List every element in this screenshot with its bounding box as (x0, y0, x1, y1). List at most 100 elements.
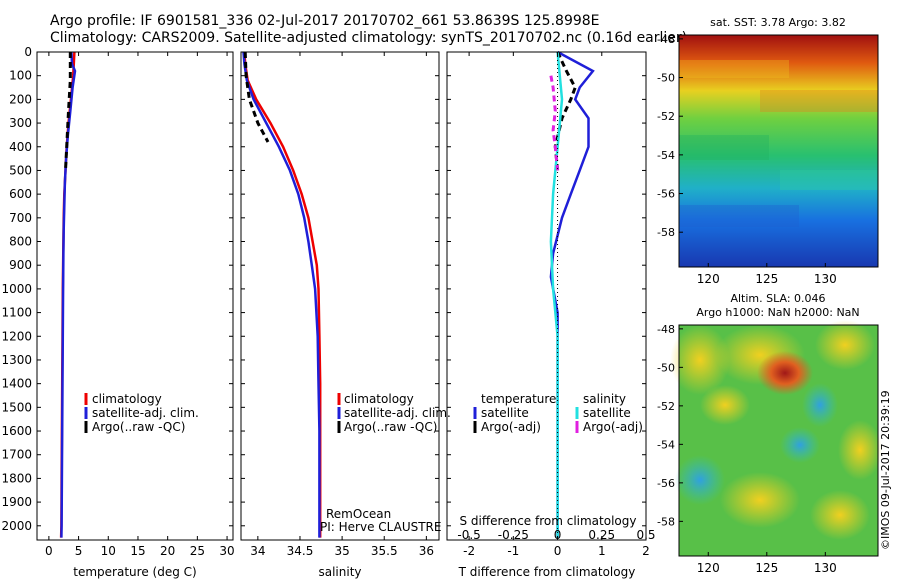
sst-lat-ticks: -48 -50 -52 -54 -56 -58 (657, 33, 683, 239)
sst-texture-band (679, 205, 799, 227)
y-tick-label: 1900 (1, 495, 32, 509)
sla-feature (838, 420, 882, 480)
lat-tick-label: -54 (657, 149, 675, 162)
temperature-x-label: temperature (deg C) (73, 565, 196, 579)
lat-tick-label: -48 (657, 33, 675, 46)
s-diff-tick-label: -0.25 (498, 528, 529, 542)
legend-header-temperature: temperature (481, 392, 556, 406)
y-tick-label: 1400 (1, 377, 32, 391)
series-line-satellite-adj-clim- (60, 51, 77, 538)
lat-tick-label: -56 (657, 477, 675, 490)
lat-tick-label: -58 (657, 515, 675, 528)
series-line-salinity-satellite (549, 51, 564, 538)
lat-tick-label: -54 (657, 438, 675, 451)
sst-map-title: sat. SST: 3.78 Argo: 3.82 (710, 16, 846, 29)
y-tick-label: 100 (9, 69, 32, 83)
sla-feature (720, 472, 800, 528)
sla-feature (815, 320, 875, 370)
x-tick-label: 25 (190, 544, 205, 558)
legend-label-s-argo: Argo(-adj) (583, 420, 643, 434)
y-tick-label: 500 (9, 163, 32, 177)
x-tick-label: 5 (75, 544, 83, 558)
lat-tick-label: -56 (657, 188, 675, 201)
y-tick-label: 800 (9, 235, 32, 249)
y-tick-label: 0 (24, 45, 32, 59)
depth-y-ticks: 0 100 200 300 400 500 600 700 800 900 1000 1100 1200… (1, 45, 32, 533)
y-tick-label: 600 (9, 187, 32, 201)
legend-header-salinity: salinity (583, 392, 626, 406)
sla-feature (700, 385, 750, 425)
temperature-x-ticks: 0 5 10 15 20 25 30 (45, 52, 235, 558)
salinity-axes-frame (240, 51, 440, 541)
sla-feature (802, 383, 838, 427)
sla-lat-ticks: -48 -50 -52 -54 -56 -58 (657, 323, 683, 528)
x-tick-label: 2 (642, 544, 650, 558)
sst-texture-band (679, 135, 769, 160)
temperature-axes-frame (36, 51, 234, 541)
salinity-x-ticks: 34 34.5 35 35.5 36 (250, 52, 434, 558)
lat-tick-label: -50 (657, 361, 675, 374)
x-tick-label: 15 (130, 544, 145, 558)
sla-feature (757, 351, 813, 395)
legend-label-climatology: climatology (344, 392, 414, 406)
t-difference-x-label: T difference from climatology (458, 565, 636, 579)
y-tick-label: 1300 (1, 353, 32, 367)
s-diff-tick-label: 0.5 (636, 528, 655, 542)
series-line-satellite-adj-clim- (242, 51, 321, 538)
y-tick-label: 300 (9, 116, 32, 130)
x-tick-label: 34.5 (287, 544, 314, 558)
legend-label-argo: Argo(..raw -QC) (344, 420, 437, 434)
lon-tick-label: 120 (697, 272, 720, 286)
y-tick-label: 1100 (1, 306, 32, 320)
legend-label-t-satellite: satellite (481, 406, 529, 420)
lat-tick-label: -52 (657, 110, 675, 123)
legend-label-satellite: satellite-adj. clim. (344, 406, 451, 420)
y-tick-label: 1200 (1, 329, 32, 343)
x-tick-label: 35.5 (371, 544, 398, 558)
lat-tick-label: -58 (657, 226, 675, 239)
sla-feature (810, 490, 870, 540)
sla-lon-ticks: 120 125 130 (697, 552, 837, 575)
lon-tick-label: 120 (697, 561, 720, 575)
lon-tick-label: 130 (814, 272, 837, 286)
series-line-salinity-argo-adj- (549, 75, 560, 171)
lon-tick-label: 130 (814, 561, 837, 575)
legend-label-satellite: satellite-adj. clim. (92, 406, 199, 420)
sla-map-title-1: Altim. SLA: 0.046 (730, 292, 825, 305)
x-tick-label: 20 (160, 544, 175, 558)
series-line-climatology (243, 51, 322, 538)
sla-map-title-2: Argo h1000: NaN h2000: NaN (696, 306, 859, 319)
y-tick-label: 1600 (1, 424, 32, 438)
sst-heatmap-field (679, 35, 878, 267)
title-line-1: Argo profile: IF 6901581_336 02-Jul-2017… (50, 13, 600, 29)
legend-label-climatology: climatology (92, 392, 162, 406)
sst-texture-band (679, 60, 789, 78)
y-tick-label: 400 (9, 140, 32, 154)
y-tick-label: 900 (9, 258, 32, 272)
salinity-legend: climatology satellite-adj. clim. Argo(..… (337, 392, 451, 434)
sla-field-features (670, 320, 882, 540)
lat-tick-label: -50 (657, 72, 675, 85)
lat-tick-label: -52 (657, 400, 675, 413)
float-pi-annotation: PI: Herve CLAUSTRE (320, 520, 441, 534)
lat-tick-label: -48 (657, 323, 675, 336)
s-diff-tick-label: -0.5 (457, 528, 480, 542)
sla-feature (780, 427, 820, 463)
t-difference-x-ticks: -2 -1 0 1 2 (463, 52, 650, 558)
temperature-legend: climatology satellite-adj. clim. Argo(..… (84, 392, 199, 434)
temperature-panel: 0 5 10 15 20 25 30 0 100 200 300 400 500 600 700 800 90… (1, 45, 234, 579)
x-tick-label: 34 (250, 544, 265, 558)
difference-axes-frame (446, 51, 647, 541)
sla-map-frame (678, 324, 879, 557)
legend-label-argo: Argo(..raw -QC) (92, 420, 185, 434)
x-tick-label: 10 (101, 544, 116, 558)
y-tick-label: 200 (9, 92, 32, 106)
imos-credit: ©IMOS 09-Jul-2017 20:39:19 (879, 390, 892, 550)
x-tick-label: -2 (463, 544, 475, 558)
difference-plot-area (447, 50, 646, 540)
lon-tick-label: 125 (755, 272, 778, 286)
x-tick-label: 30 (219, 544, 234, 558)
float-project-annotation: RemOcean (326, 507, 391, 521)
sst-texture-band (780, 170, 878, 190)
